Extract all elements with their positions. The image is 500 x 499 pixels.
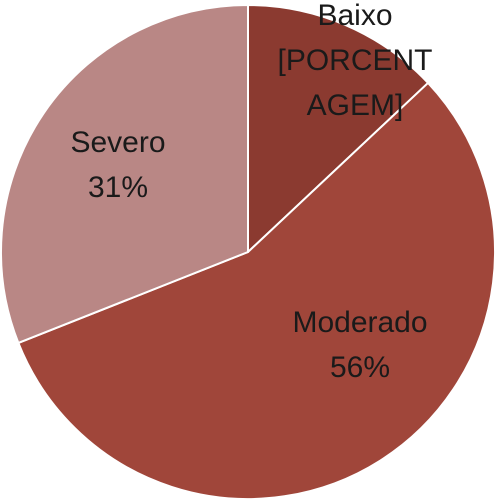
value-label: 31% (87, 171, 149, 204)
pie-slice (247, 3, 430, 255)
slice-label: Baixo [PORCENTAGEM] (274, 0, 436, 128)
pie-slice (0, 3, 249, 345)
slice-label: Severo 31% (38, 120, 198, 210)
slice-label: Moderado 56% (260, 300, 460, 390)
category-label: Baixo (317, 0, 393, 32)
category-label: Severo (70, 126, 166, 159)
value-label: 56% (329, 351, 391, 384)
pie-slice (17, 81, 496, 499)
category-label: Moderado (292, 306, 428, 339)
value-label: [PORCENTAGEM] (277, 44, 433, 122)
